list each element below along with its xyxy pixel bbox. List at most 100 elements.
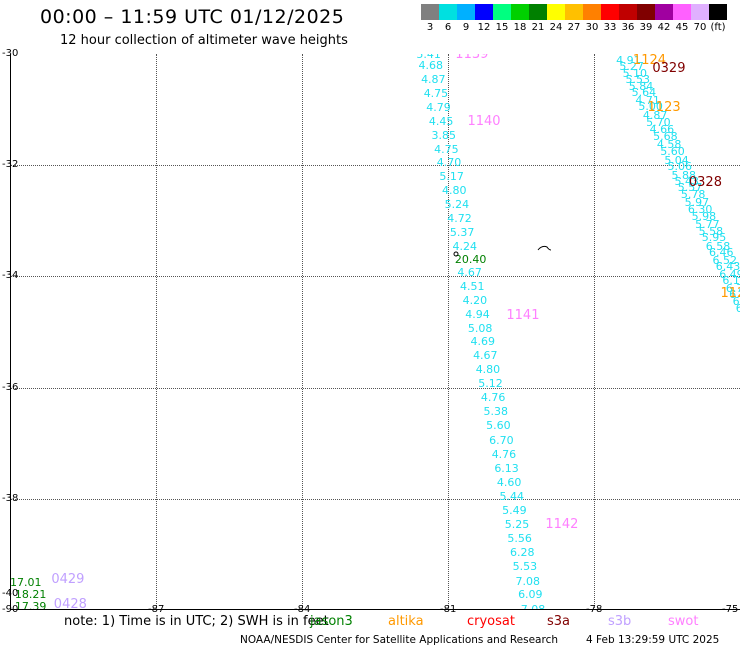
wave-height-value: 5.97 bbox=[684, 195, 710, 209]
grid-line-vertical bbox=[448, 54, 449, 610]
wave-height-value: 5.27 bbox=[619, 60, 644, 74]
wave-height-value: 4.71 bbox=[635, 93, 660, 107]
scale-label: 3 bbox=[426, 22, 434, 33]
lon-tick-label: -81 bbox=[440, 604, 457, 615]
wave-height-value: 4.94 bbox=[465, 307, 490, 321]
scale-swatch bbox=[421, 4, 439, 20]
island-outline bbox=[537, 245, 552, 251]
pass-time-label: 1141 bbox=[506, 308, 540, 324]
wave-height-value: 18.21 bbox=[14, 588, 47, 602]
wave-height-value: 5.84 bbox=[628, 79, 654, 93]
wave-height-value: 4.76 bbox=[491, 448, 517, 462]
scale-swatch bbox=[673, 4, 691, 20]
wave-height-value: 6.13 bbox=[494, 462, 519, 476]
wave-height-value: 5.60 bbox=[660, 145, 685, 159]
wave-height-value: 6.78 bbox=[725, 281, 740, 295]
wave-height-value: 17.39 bbox=[14, 600, 47, 610]
wave-height-value: 5.78 bbox=[680, 188, 706, 202]
scale-swatch bbox=[583, 4, 601, 20]
wave-height-value: 6.43 bbox=[715, 260, 740, 274]
lon-tick-label: -87 bbox=[148, 604, 165, 615]
scale-label: 36 bbox=[621, 22, 635, 33]
wave-height-value: 4.67 bbox=[457, 265, 482, 279]
wave-height-value: 5.49 bbox=[502, 503, 527, 517]
legend-item-jason3: jason3 bbox=[310, 614, 353, 629]
wave-height-value: 4.66 bbox=[649, 123, 675, 137]
wave-height-value: 5.08 bbox=[467, 321, 493, 335]
note-text: note: 1) Time is in UTC; 2) SWH is in fe… bbox=[64, 614, 329, 629]
wave-height-value: 4.87 bbox=[642, 109, 668, 123]
wave-height-value: 6.52 bbox=[712, 253, 738, 267]
wave-height-value: 4.80 bbox=[475, 363, 501, 377]
scale-swatch bbox=[457, 4, 475, 20]
scale-label: 45 bbox=[675, 22, 689, 33]
pass-time-label: 0329 bbox=[652, 60, 686, 76]
wave-height-value: 5.10 bbox=[622, 66, 648, 80]
lat-tick-label: -38 bbox=[2, 492, 19, 504]
pass-time-label: 1124 bbox=[632, 54, 667, 68]
wave-height-value: 5.98 bbox=[691, 210, 717, 224]
lat-tick-label: -40 bbox=[2, 588, 19, 599]
wave-height-value: 7.08 bbox=[515, 574, 540, 588]
wave-height-value: 7.08 bbox=[520, 602, 546, 610]
lat-tick-label: -30 bbox=[2, 48, 19, 59]
lat-tick-label: -34 bbox=[2, 270, 19, 282]
wave-height-value: 6.50 bbox=[732, 295, 740, 309]
scale-label: 21 bbox=[531, 22, 545, 33]
wave-height-value: 4.72 bbox=[447, 212, 472, 226]
scale-swatch bbox=[601, 4, 619, 20]
scale-swatch bbox=[691, 4, 709, 20]
wave-height-value: 6.58 bbox=[705, 239, 731, 253]
wave-height-value: 4.75 bbox=[434, 142, 459, 156]
wave-height-value: 4.69 bbox=[470, 335, 495, 349]
page-subtitle: 12 hour collection of altimeter wave hei… bbox=[60, 33, 348, 48]
wave-height-value: 5.44 bbox=[499, 490, 525, 504]
lon-tick-label: -75 bbox=[722, 604, 739, 615]
pass-time-label: 1139 bbox=[455, 54, 489, 62]
wave-height-value: 6.80 bbox=[729, 288, 740, 302]
grid-line-horizontal bbox=[10, 387, 740, 389]
wave-height-value: 4.45 bbox=[428, 114, 454, 128]
scale-swatch bbox=[709, 4, 727, 20]
wave-height-value: 5.95 bbox=[701, 231, 727, 245]
pass-time-label: 0429 bbox=[51, 572, 85, 588]
wave-height-value: 6.49 bbox=[719, 267, 740, 281]
wave-height-value: 5.04 bbox=[664, 153, 689, 167]
altimeter-map: 5.41 4.68 4.87 4.75 4.79 4.45 3.85 4.75 4.70 5.17… bbox=[10, 54, 740, 610]
wave-height-value: 5.17 bbox=[439, 170, 464, 184]
pass-time-label: 0428 bbox=[53, 597, 87, 610]
scale-swatch bbox=[637, 4, 655, 20]
pass-time-label: 0328 bbox=[688, 174, 722, 190]
scale-label: 39 bbox=[639, 22, 653, 33]
lon-tick-label: -90 bbox=[2, 604, 19, 615]
legend-item-s3a: s3a bbox=[547, 614, 571, 629]
wave-height-value: 4.70 bbox=[436, 156, 462, 170]
grid-line-vertical bbox=[594, 54, 595, 610]
legend-item-swot: swot bbox=[668, 614, 699, 629]
legend-item-s3b: s3b bbox=[608, 614, 632, 629]
wave-height-value: 4.24 bbox=[452, 239, 477, 253]
lat-tick-label: -36 bbox=[2, 381, 19, 393]
island-outline bbox=[453, 251, 459, 257]
scale-swatch bbox=[511, 4, 529, 20]
wave-height-value: 4.79 bbox=[426, 100, 451, 114]
wave-height-value: 5.56 bbox=[507, 531, 532, 545]
pass-time-label: 1140 bbox=[467, 113, 501, 129]
lon-tick-label: -84 bbox=[294, 604, 311, 615]
wave-height-value: 5.88 bbox=[671, 168, 697, 182]
wave-height-value: 6.28 bbox=[510, 545, 535, 559]
coastline-overlay bbox=[453, 245, 552, 257]
wave-height-value: 5.41 bbox=[416, 54, 441, 61]
scale-swatch bbox=[547, 4, 565, 20]
scale-swatch bbox=[475, 4, 493, 20]
scale-label: 33 bbox=[603, 22, 617, 33]
pass-time-label: 1142 bbox=[545, 516, 579, 532]
wave-height-value: 6.09 bbox=[518, 588, 543, 602]
wave-height-value: 6.70 bbox=[489, 434, 514, 448]
scale-swatch bbox=[529, 4, 547, 20]
wave-height-value: 5.68 bbox=[653, 130, 678, 144]
credit-text: NOAA/NESDIS Center for Satellite Applica… bbox=[240, 634, 558, 646]
wave-height-value: 5.24 bbox=[444, 198, 470, 212]
wave-height-value: 5.37 bbox=[449, 225, 475, 239]
wave-height-value: 5.12 bbox=[478, 377, 503, 391]
